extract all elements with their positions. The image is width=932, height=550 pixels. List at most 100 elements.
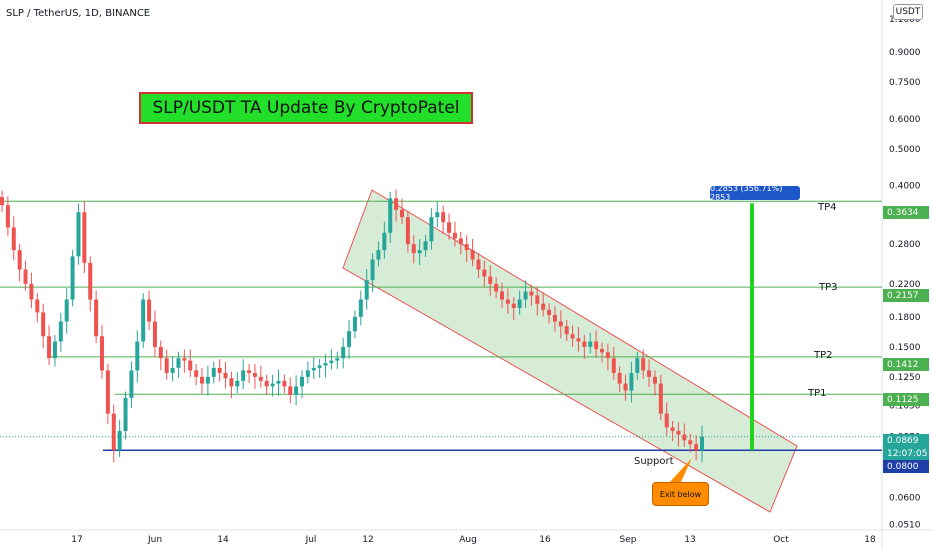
last-price-tag: 0.0869	[883, 434, 929, 447]
y-tick-label: 0.1800	[889, 313, 921, 323]
candle-body	[247, 370, 252, 373]
candle-body	[264, 380, 269, 387]
candle-body	[23, 269, 28, 284]
x-tick-label: 18	[864, 535, 876, 545]
candle-body	[123, 397, 128, 431]
candle-body	[129, 370, 134, 398]
candle-body	[5, 205, 10, 228]
y-tick-label: 0.2800	[889, 240, 921, 250]
tp3-price-tag: 0.2157	[883, 289, 929, 302]
candle-body	[405, 217, 410, 245]
candle-body	[588, 341, 593, 347]
candle-body	[576, 338, 581, 342]
candle-body	[223, 372, 228, 379]
y-tick-label: 0.1250	[889, 373, 921, 383]
candle-body	[594, 341, 599, 350]
candle-body	[529, 291, 534, 296]
candle-body	[141, 299, 146, 342]
candle-body	[341, 346, 346, 359]
candle-body	[52, 341, 57, 359]
candle-body	[76, 212, 81, 257]
candle-body	[194, 370, 199, 377]
candle-body	[682, 434, 687, 441]
candle-body	[382, 232, 387, 251]
candle-body	[641, 358, 646, 371]
candle-body	[523, 291, 528, 300]
candle-body	[94, 299, 99, 337]
candle-body	[182, 358, 187, 361]
candle-body	[647, 370, 652, 377]
candle-body	[441, 212, 446, 223]
candle-body	[511, 303, 516, 308]
x-tick-label: 12	[362, 535, 373, 545]
candle-body	[88, 262, 93, 300]
tp4-label: TP4	[818, 202, 837, 213]
tp4-price-tag: 0.3634	[883, 206, 929, 219]
candle-body	[317, 365, 322, 368]
candle-body	[170, 367, 175, 373]
x-tick-label: 14	[217, 535, 229, 545]
candle-body	[370, 259, 375, 281]
candle-body	[329, 360, 334, 363]
candle-body	[358, 299, 363, 317]
candle-body	[664, 413, 669, 428]
candle-body	[117, 430, 122, 451]
y-tick-label: 0.5000	[889, 145, 921, 155]
candle-body	[435, 212, 440, 218]
candle-body	[47, 336, 52, 359]
x-tick-label: Sep	[620, 535, 637, 545]
tp1-label: TP1	[808, 388, 827, 399]
tp2-price-tag: 0.1412	[883, 358, 929, 371]
candle-body	[364, 280, 369, 300]
candle-body	[376, 250, 381, 260]
candle-body	[35, 299, 40, 313]
candle-body	[400, 209, 404, 218]
candle-body	[258, 376, 263, 381]
candle-body	[105, 370, 110, 414]
candle-body	[605, 352, 610, 359]
candle-body	[29, 283, 34, 300]
y-tick-label: 0.9000	[889, 48, 921, 58]
candle-body	[688, 440, 693, 445]
y-tick-label: 0.1500	[889, 343, 921, 353]
range-measure-label: 0.2853 (356.71%) 2853	[710, 184, 800, 202]
candle-body	[394, 198, 399, 210]
x-tick-label: Jun	[147, 535, 162, 545]
y-tick-label: 0.1050	[889, 402, 921, 412]
countdown-tag: 12:07:05	[883, 447, 929, 460]
candle-body	[323, 362, 328, 366]
candle-body	[700, 436, 704, 451]
currency-badge[interactable]: USDT	[893, 4, 923, 20]
candle-body	[564, 326, 569, 335]
candle-body	[0, 197, 4, 206]
y-tick-label: 0.7500	[889, 78, 921, 88]
candle-body	[611, 358, 616, 373]
candle-body	[135, 341, 140, 371]
candle-body	[552, 315, 557, 322]
candle-body	[335, 358, 340, 361]
candle-body	[635, 358, 640, 373]
candle-body	[58, 321, 63, 342]
candle-body	[270, 383, 275, 387]
candle-body	[658, 383, 663, 414]
symbol-header: SLP / TetherUS, 1D, BINANCE	[6, 8, 151, 19]
candle-body	[464, 244, 469, 251]
y-tick-label: 1.1000	[889, 15, 921, 25]
tp3-label: TP3	[819, 282, 838, 293]
y-tick-label: 0.0510	[889, 520, 921, 530]
candle-body	[211, 367, 216, 377]
candle-body	[100, 336, 104, 371]
support-price-tag: 0.0800	[883, 460, 929, 473]
candle-body	[352, 316, 357, 332]
candle-body	[147, 299, 152, 322]
candle-body	[676, 430, 681, 435]
candle-body	[558, 321, 563, 327]
exit-below-callout: Exit below	[652, 482, 709, 506]
candle-body	[670, 427, 675, 431]
candle-body	[311, 367, 316, 371]
candle-body	[570, 334, 575, 339]
candle-body	[288, 386, 293, 395]
x-tick-label: 16	[539, 535, 551, 545]
candle-body	[423, 241, 428, 251]
